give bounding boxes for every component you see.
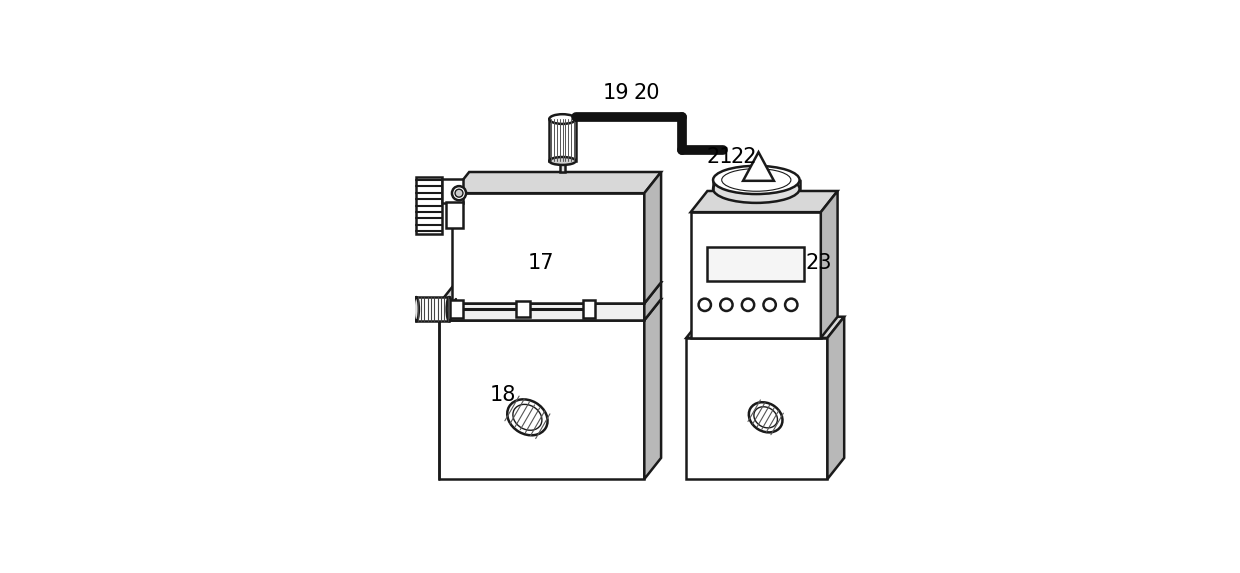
Polygon shape [453, 193, 645, 304]
Polygon shape [549, 119, 575, 161]
Circle shape [455, 189, 463, 197]
Text: 18: 18 [490, 385, 516, 405]
Polygon shape [821, 191, 837, 338]
Polygon shape [691, 191, 837, 212]
Circle shape [785, 299, 797, 311]
Circle shape [698, 299, 711, 311]
Polygon shape [645, 282, 661, 320]
Polygon shape [439, 282, 661, 304]
Polygon shape [686, 317, 844, 338]
Polygon shape [439, 320, 645, 479]
Ellipse shape [754, 407, 777, 428]
Circle shape [742, 299, 754, 311]
Polygon shape [439, 299, 661, 320]
Text: 22: 22 [730, 147, 756, 167]
Text: 23: 23 [805, 253, 832, 273]
Polygon shape [645, 299, 661, 479]
Polygon shape [516, 301, 529, 317]
Polygon shape [453, 172, 661, 193]
Polygon shape [743, 152, 774, 181]
Polygon shape [439, 304, 645, 320]
Ellipse shape [414, 297, 419, 321]
Polygon shape [559, 161, 565, 172]
Text: 19: 19 [603, 83, 629, 103]
Polygon shape [450, 300, 464, 318]
Polygon shape [691, 212, 821, 338]
Polygon shape [443, 179, 464, 203]
Ellipse shape [549, 114, 575, 124]
Polygon shape [827, 317, 844, 479]
Circle shape [764, 299, 776, 311]
Ellipse shape [749, 402, 782, 433]
Ellipse shape [713, 175, 800, 203]
Text: 21: 21 [706, 147, 733, 167]
Polygon shape [417, 297, 449, 321]
Ellipse shape [513, 405, 542, 430]
Ellipse shape [446, 297, 451, 321]
Circle shape [720, 299, 733, 311]
Polygon shape [707, 248, 805, 281]
Text: 17: 17 [527, 253, 554, 273]
Polygon shape [645, 172, 661, 304]
Polygon shape [445, 202, 463, 227]
Polygon shape [686, 338, 827, 479]
Circle shape [451, 186, 466, 200]
Polygon shape [583, 300, 595, 318]
Text: 20: 20 [634, 83, 660, 103]
Ellipse shape [713, 166, 800, 194]
Ellipse shape [549, 157, 575, 165]
Ellipse shape [507, 399, 548, 435]
